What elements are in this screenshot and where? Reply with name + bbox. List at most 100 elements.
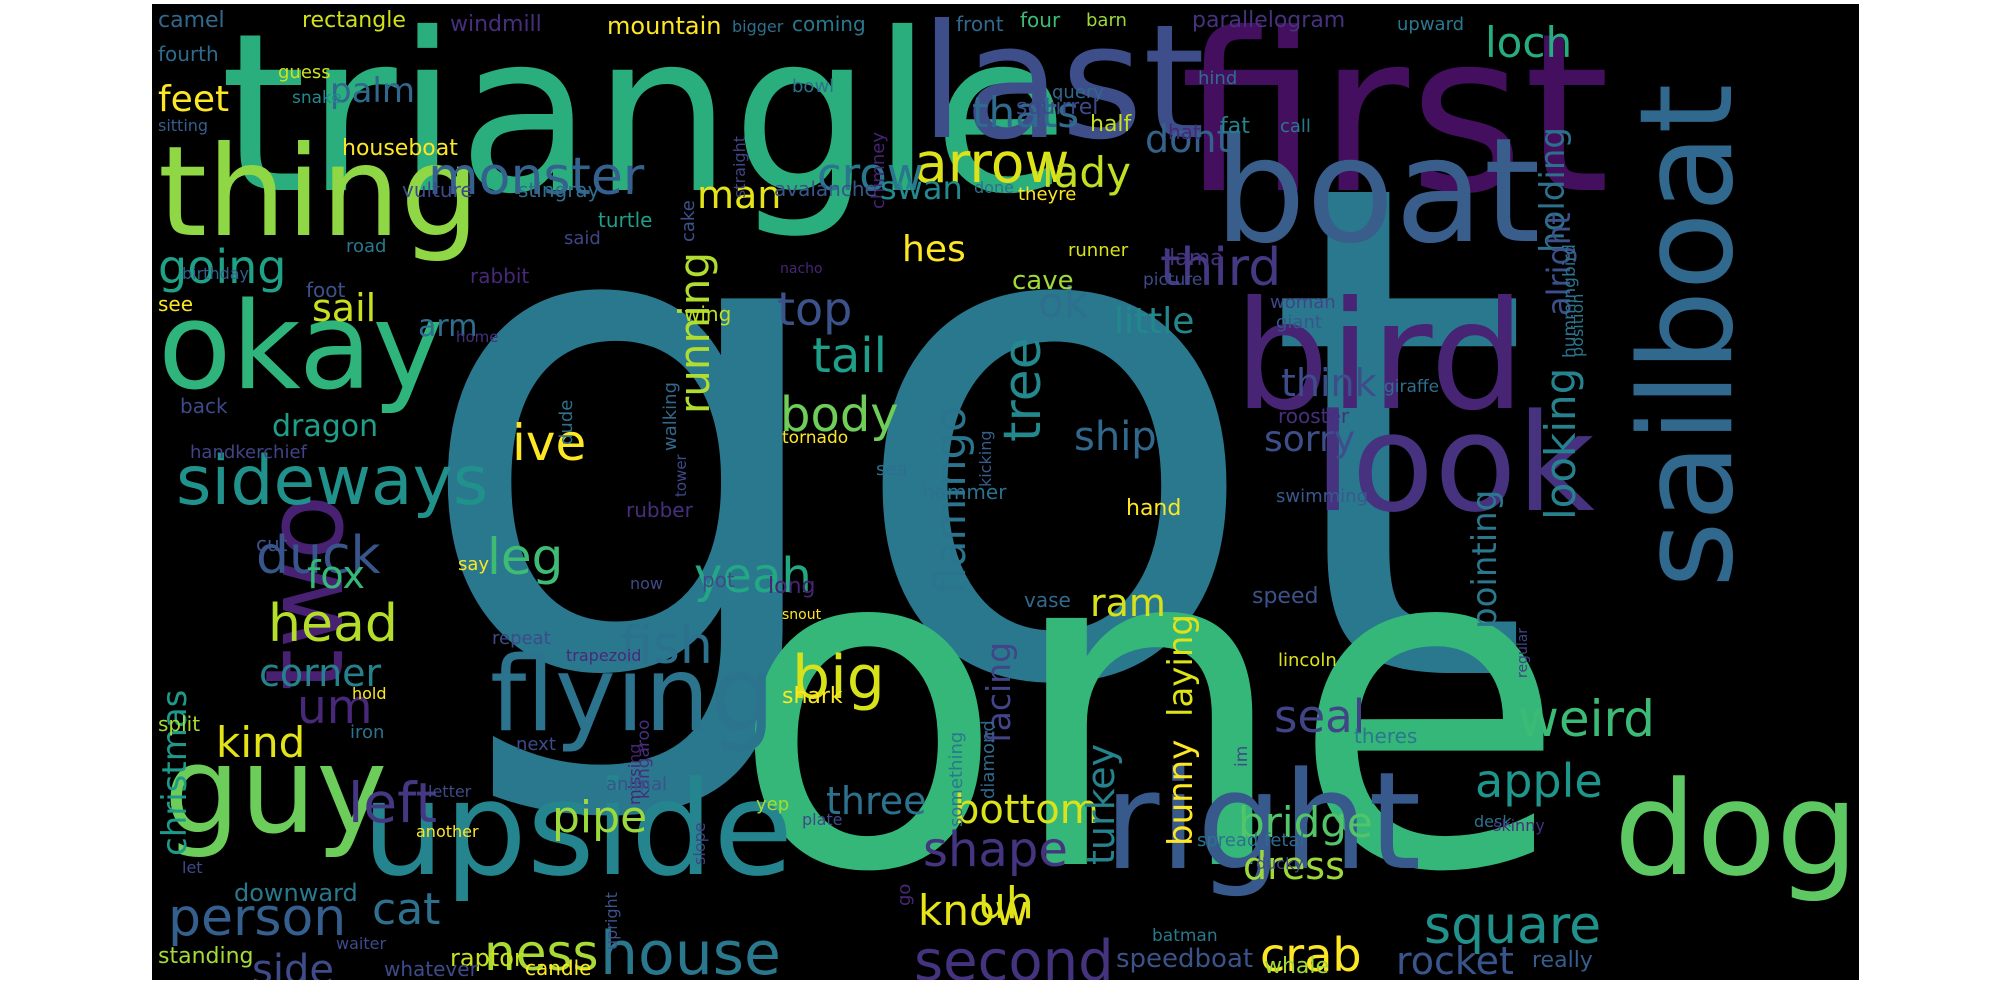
word-candle: candle — [525, 956, 592, 980]
word-split: split — [158, 712, 201, 736]
word-looking: looking — [1536, 367, 1585, 520]
word-side: side — [252, 947, 334, 980]
word-right: right — [1104, 743, 1422, 900]
word-laying: laying — [1161, 614, 1201, 717]
word-parallelogram: parallelogram — [1192, 8, 1346, 33]
word-weird: weird — [1518, 690, 1655, 748]
word-squirrel: squirrel — [1016, 95, 1099, 120]
word-guess: guess — [278, 62, 331, 83]
word-go: go — [894, 883, 915, 906]
word-square: square — [1424, 896, 1602, 956]
word-cloud: got one triangle first last boat bird sailboat l… — [152, 4, 1859, 980]
word-dont: dont — [1145, 117, 1232, 161]
word-feet: feet — [158, 79, 230, 120]
word-vulture: vulture — [402, 178, 473, 202]
word-desk: desk — [1474, 812, 1512, 831]
word-windmill: windmill — [450, 12, 542, 37]
word-ship: ship — [1074, 414, 1157, 460]
word-bunny: bunny — [1161, 739, 1201, 846]
word-one: one — [730, 447, 1568, 971]
word-four: four — [1020, 8, 1061, 32]
word-straight: straight — [730, 135, 749, 198]
word-crow: crow — [817, 148, 924, 201]
word-home: home — [456, 328, 499, 346]
word-uh: uh — [978, 878, 1034, 929]
word-lincoln: lincoln — [1278, 650, 1337, 671]
word-batman: batman — [1152, 926, 1218, 946]
word-hat: hat — [1168, 120, 1201, 144]
word-turtle: turtle — [598, 208, 653, 232]
word-repeat: repeat — [492, 628, 551, 649]
word-hand: hand — [1126, 496, 1182, 521]
word-turkey: turkey — [1079, 743, 1123, 865]
word-trapezoid: trapezoid — [566, 646, 642, 665]
word-body: body — [780, 387, 899, 443]
word-picture: picture — [1143, 270, 1203, 290]
word-going: going — [158, 240, 287, 294]
word-really: really — [1532, 948, 1593, 973]
word-pot: pot — [702, 568, 735, 592]
word-yep: yep — [756, 794, 790, 815]
word-now: now — [630, 574, 664, 593]
word-ive: ive — [512, 414, 587, 472]
word-man: man — [697, 173, 782, 217]
word-bridge: bridge — [1238, 798, 1373, 847]
word-look: look — [1314, 385, 1595, 542]
word-cut: cut — [256, 532, 288, 556]
word-waiter: waiter — [336, 934, 387, 953]
word-barn: barn — [1086, 10, 1127, 31]
word-road: road — [346, 236, 387, 257]
word-rubber: rubber — [626, 498, 693, 522]
word-snake: snake — [292, 88, 342, 108]
word-camel: camel — [158, 8, 225, 33]
word-say: say — [458, 554, 490, 575]
word-arrow: arrow — [914, 131, 1070, 195]
word-im: im — [1232, 745, 1252, 767]
word-house: house — [600, 919, 781, 980]
word-llama: llama — [1163, 246, 1224, 271]
word-houseboat: houseboat — [342, 136, 458, 161]
word-sailboat: sailboat — [1613, 83, 1762, 588]
word-vase: vase — [1024, 588, 1071, 612]
word-thing: thing — [158, 120, 480, 265]
word-bigger: bigger — [732, 17, 784, 36]
word-coming: coming — [792, 12, 866, 36]
word-left: left — [348, 771, 438, 835]
word-half: half — [1090, 112, 1132, 137]
word-arm: arm — [418, 309, 478, 344]
word-top: top — [777, 282, 853, 336]
word-giraffe: giraffe — [1384, 377, 1440, 397]
word-guy: guy — [164, 722, 388, 861]
word-ok: ok — [1038, 278, 1089, 327]
word-okay: okay — [158, 278, 444, 417]
word-kind: kind — [216, 718, 306, 767]
word-hind: hind — [1198, 68, 1238, 89]
word-rabbit: rabbit — [470, 264, 530, 288]
word-speedboat: speedboat — [1116, 944, 1254, 974]
word-shape: shape — [923, 822, 1068, 878]
word-speed: speed — [1252, 584, 1319, 609]
word-see: see — [158, 292, 194, 316]
word-tower: tower — [672, 454, 690, 497]
word-position: position — [1568, 293, 1587, 357]
word-first: first — [1180, 4, 1610, 242]
word-upright: upright — [602, 892, 621, 950]
word-foot: foot — [306, 278, 346, 302]
word-theyre: theyre — [1018, 184, 1077, 205]
word-dress: dress — [1243, 844, 1345, 888]
word-woman: woman — [1270, 292, 1336, 313]
word-know: know — [918, 886, 1029, 935]
word-boat: boat — [1214, 107, 1541, 276]
word-mountain: mountain — [607, 12, 722, 40]
word-long: long — [768, 574, 816, 599]
word-another: another — [416, 822, 479, 841]
word-yeah: yeah — [694, 548, 812, 604]
word-ram: ram — [1090, 581, 1166, 625]
word-nacho: nacho — [780, 261, 823, 277]
word-plate: plate — [802, 810, 843, 829]
word-pipe: pipe — [552, 792, 648, 843]
word-runner: runner — [1068, 240, 1129, 261]
word-bowl: bowl — [792, 76, 835, 97]
word-rocket: rocket — [1396, 939, 1514, 980]
word-dog: dog — [1614, 753, 1859, 905]
